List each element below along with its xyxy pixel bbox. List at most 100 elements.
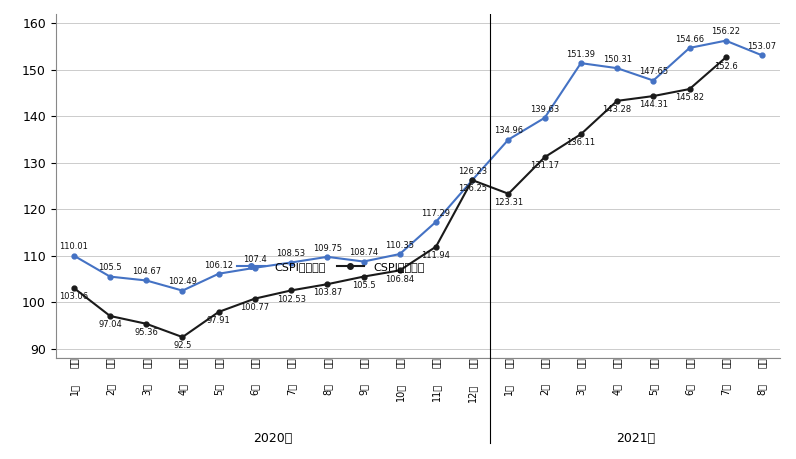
Text: 102.49: 102.49 xyxy=(168,277,197,286)
Text: 6月: 6月 xyxy=(685,383,695,395)
Text: 长: 长 xyxy=(68,363,79,369)
Text: 6月: 6月 xyxy=(250,383,260,395)
Text: 100.77: 100.77 xyxy=(240,303,270,312)
Text: 10月: 10月 xyxy=(395,383,405,401)
CSPI长材指数 xyxy=(287,260,296,265)
Text: 4月: 4月 xyxy=(178,383,188,395)
CSPI板材指数 xyxy=(214,309,224,315)
Text: 长: 长 xyxy=(358,358,369,364)
Text: 2月: 2月 xyxy=(105,383,115,395)
Line: CSPI长材指数: CSPI长材指数 xyxy=(72,38,764,293)
CSPI长材指数 xyxy=(142,278,151,283)
Text: 长: 长 xyxy=(178,363,188,369)
CSPI长材指数 xyxy=(395,251,404,257)
Text: 150.31: 150.31 xyxy=(603,55,631,64)
Text: 102.53: 102.53 xyxy=(277,295,306,303)
Text: 7月: 7月 xyxy=(286,383,296,395)
CSPI板材指数 xyxy=(504,191,513,196)
Text: 110.01: 110.01 xyxy=(60,242,88,252)
Text: 3月: 3月 xyxy=(576,383,586,395)
Text: 107.4: 107.4 xyxy=(243,255,267,263)
Text: 110.35: 110.35 xyxy=(385,241,414,250)
Text: 长: 长 xyxy=(141,363,151,369)
Text: 长: 长 xyxy=(685,363,695,369)
Text: 8月: 8月 xyxy=(757,383,767,395)
Text: 长: 长 xyxy=(105,363,115,369)
Text: 长: 长 xyxy=(286,358,296,364)
Text: 1月: 1月 xyxy=(68,383,79,395)
CSPI长材指数 xyxy=(612,65,622,71)
Text: 长: 长 xyxy=(213,358,224,364)
Text: 长: 长 xyxy=(68,358,79,364)
Text: 2021年: 2021年 xyxy=(615,432,655,445)
Text: 143.28: 143.28 xyxy=(603,105,632,114)
Text: 长: 长 xyxy=(358,363,369,369)
Text: 5月: 5月 xyxy=(648,383,658,395)
Text: 7月: 7月 xyxy=(720,383,731,395)
Legend: CSPI长材指数, CSPI板材指数: CSPI长材指数, CSPI板材指数 xyxy=(233,258,429,277)
Text: 109.75: 109.75 xyxy=(313,244,341,252)
CSPI长材指数 xyxy=(685,45,694,50)
Text: 108.74: 108.74 xyxy=(349,248,378,257)
Text: 长: 长 xyxy=(612,363,622,369)
CSPI长材指数 xyxy=(757,53,767,58)
Text: 5月: 5月 xyxy=(213,383,224,395)
Text: 139.63: 139.63 xyxy=(530,105,560,114)
Text: 2020年: 2020年 xyxy=(253,432,293,445)
Text: 长: 长 xyxy=(503,363,513,369)
Text: 123.31: 123.31 xyxy=(494,198,523,207)
CSPI长材指数 xyxy=(250,265,259,270)
CSPI板材指数 xyxy=(250,296,259,302)
CSPI长材指数 xyxy=(504,137,513,142)
Text: 117.29: 117.29 xyxy=(422,208,451,218)
CSPI长材指数 xyxy=(214,271,224,276)
Text: 长: 长 xyxy=(720,363,731,369)
CSPI长材指数 xyxy=(649,78,658,83)
CSPI板材指数 xyxy=(359,274,369,280)
Text: 长: 长 xyxy=(105,358,115,364)
CSPI长材指数 xyxy=(576,61,586,66)
CSPI板材指数 xyxy=(685,86,694,92)
Text: 长: 长 xyxy=(576,358,586,364)
Text: 154.66: 154.66 xyxy=(675,35,704,44)
CSPI板材指数 xyxy=(649,93,658,99)
CSPI板材指数 xyxy=(431,244,441,249)
CSPI板材指数 xyxy=(576,131,586,137)
CSPI长材指数 xyxy=(322,254,332,260)
Text: 长: 长 xyxy=(576,363,586,369)
Text: 长: 长 xyxy=(250,363,260,369)
Text: 2月: 2月 xyxy=(540,383,550,395)
Text: 105.5: 105.5 xyxy=(98,263,122,273)
Text: 111.94: 111.94 xyxy=(422,251,451,260)
Text: 长: 长 xyxy=(685,358,695,364)
Text: 长: 长 xyxy=(322,363,333,369)
Text: 长: 长 xyxy=(648,363,658,369)
Text: 长: 长 xyxy=(540,363,550,369)
Text: 108.53: 108.53 xyxy=(276,249,306,258)
Text: 3月: 3月 xyxy=(141,383,151,395)
CSPI长材指数 xyxy=(721,38,731,44)
Text: 105.5: 105.5 xyxy=(352,281,376,290)
Text: 长: 长 xyxy=(540,358,550,364)
Text: 144.31: 144.31 xyxy=(639,100,668,109)
Text: 长: 长 xyxy=(431,358,441,364)
CSPI板材指数 xyxy=(612,98,622,104)
Text: 134.96: 134.96 xyxy=(494,126,523,135)
Text: 长: 长 xyxy=(250,358,260,364)
CSPI板材指数 xyxy=(540,154,549,160)
CSPI长材指数 xyxy=(105,274,115,280)
Text: 131.17: 131.17 xyxy=(530,162,560,170)
Text: 长: 长 xyxy=(213,363,224,369)
CSPI板材指数 xyxy=(105,313,115,319)
CSPI板材指数 xyxy=(721,55,731,60)
Text: 126.25: 126.25 xyxy=(458,184,486,193)
CSPI板材指数 xyxy=(322,281,332,287)
Text: 103.06: 103.06 xyxy=(59,292,88,301)
Text: 11月: 11月 xyxy=(431,383,441,401)
Text: 长: 长 xyxy=(503,358,513,364)
Text: 长: 长 xyxy=(322,358,333,364)
CSPI长材指数 xyxy=(69,253,79,258)
Text: 长: 长 xyxy=(757,358,767,364)
Text: 126.23: 126.23 xyxy=(458,167,487,176)
CSPI长材指数 xyxy=(178,288,187,293)
